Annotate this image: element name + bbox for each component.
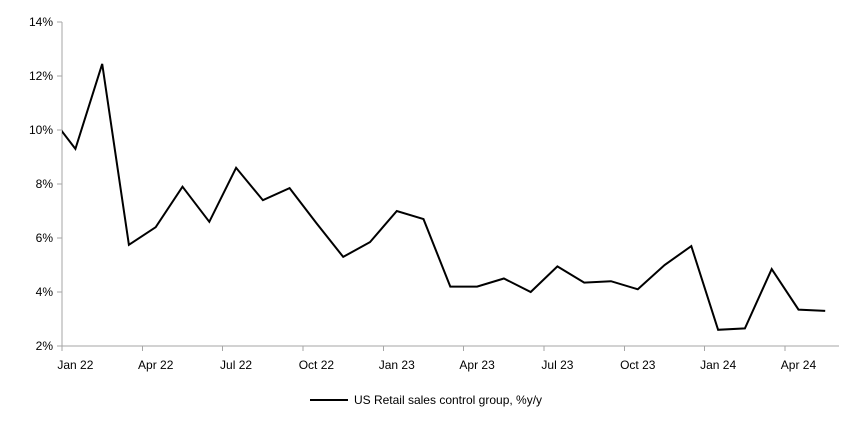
legend-line-sample-icon [309,399,348,401]
x-axis-ticks [61,346,786,351]
y-tick-label: 8% [36,177,54,191]
y-tick-label: 6% [36,231,54,245]
x-tick-label: Oct 23 [620,358,656,372]
x-tick-label: Jul 23 [541,358,573,372]
x-tick-label: Jan 23 [379,358,415,372]
series-line-us-retail-control-group [62,63,826,331]
x-tick-label: Apr 23 [459,358,495,372]
y-tick-label: 14% [29,15,53,29]
y-axis-labels: 2% 4% 6% 8% 10% 12% 14% [29,15,53,353]
y-tick-label: 10% [29,123,53,137]
y-tick-label: 12% [29,69,53,83]
y-axis-ticks [57,21,62,347]
legend-series-label: US Retail sales control group, %y/y [353,393,543,407]
x-tick-label: Oct 22 [299,358,335,372]
x-tick-label: Jan 24 [700,358,736,372]
x-axis-labels: Jan 22 Apr 22 Jul 22 Oct 22 Jan 23 Apr 23 Jul … [57,358,816,372]
y-tick-label: 4% [36,285,54,299]
x-tick-label: Jan 22 [57,358,93,372]
y-tick-label: 2% [36,339,54,353]
x-tick-label: Apr 24 [781,358,817,372]
chart-legend: US Retail sales control group, %y/y [0,392,852,408]
x-tick-label: Apr 22 [138,358,174,372]
x-tick-label: Jul 22 [220,358,252,372]
